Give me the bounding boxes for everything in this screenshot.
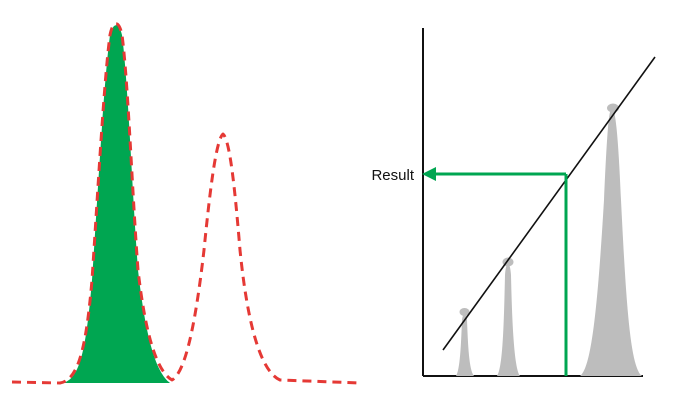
chromatogram-panel	[11, 22, 361, 385]
result-label: Result	[371, 167, 414, 184]
standard-peak-1	[456, 314, 474, 376]
result-arrowhead	[422, 167, 436, 181]
standard-peak-3	[580, 108, 642, 376]
calibration-line	[442, 56, 656, 351]
standard-peak-2	[497, 263, 520, 376]
green-peak	[62, 25, 170, 383]
standard-point-1	[459, 308, 470, 316]
calibration-panel: Result	[371, 28, 656, 377]
red-dashed-trace	[11, 22, 361, 385]
